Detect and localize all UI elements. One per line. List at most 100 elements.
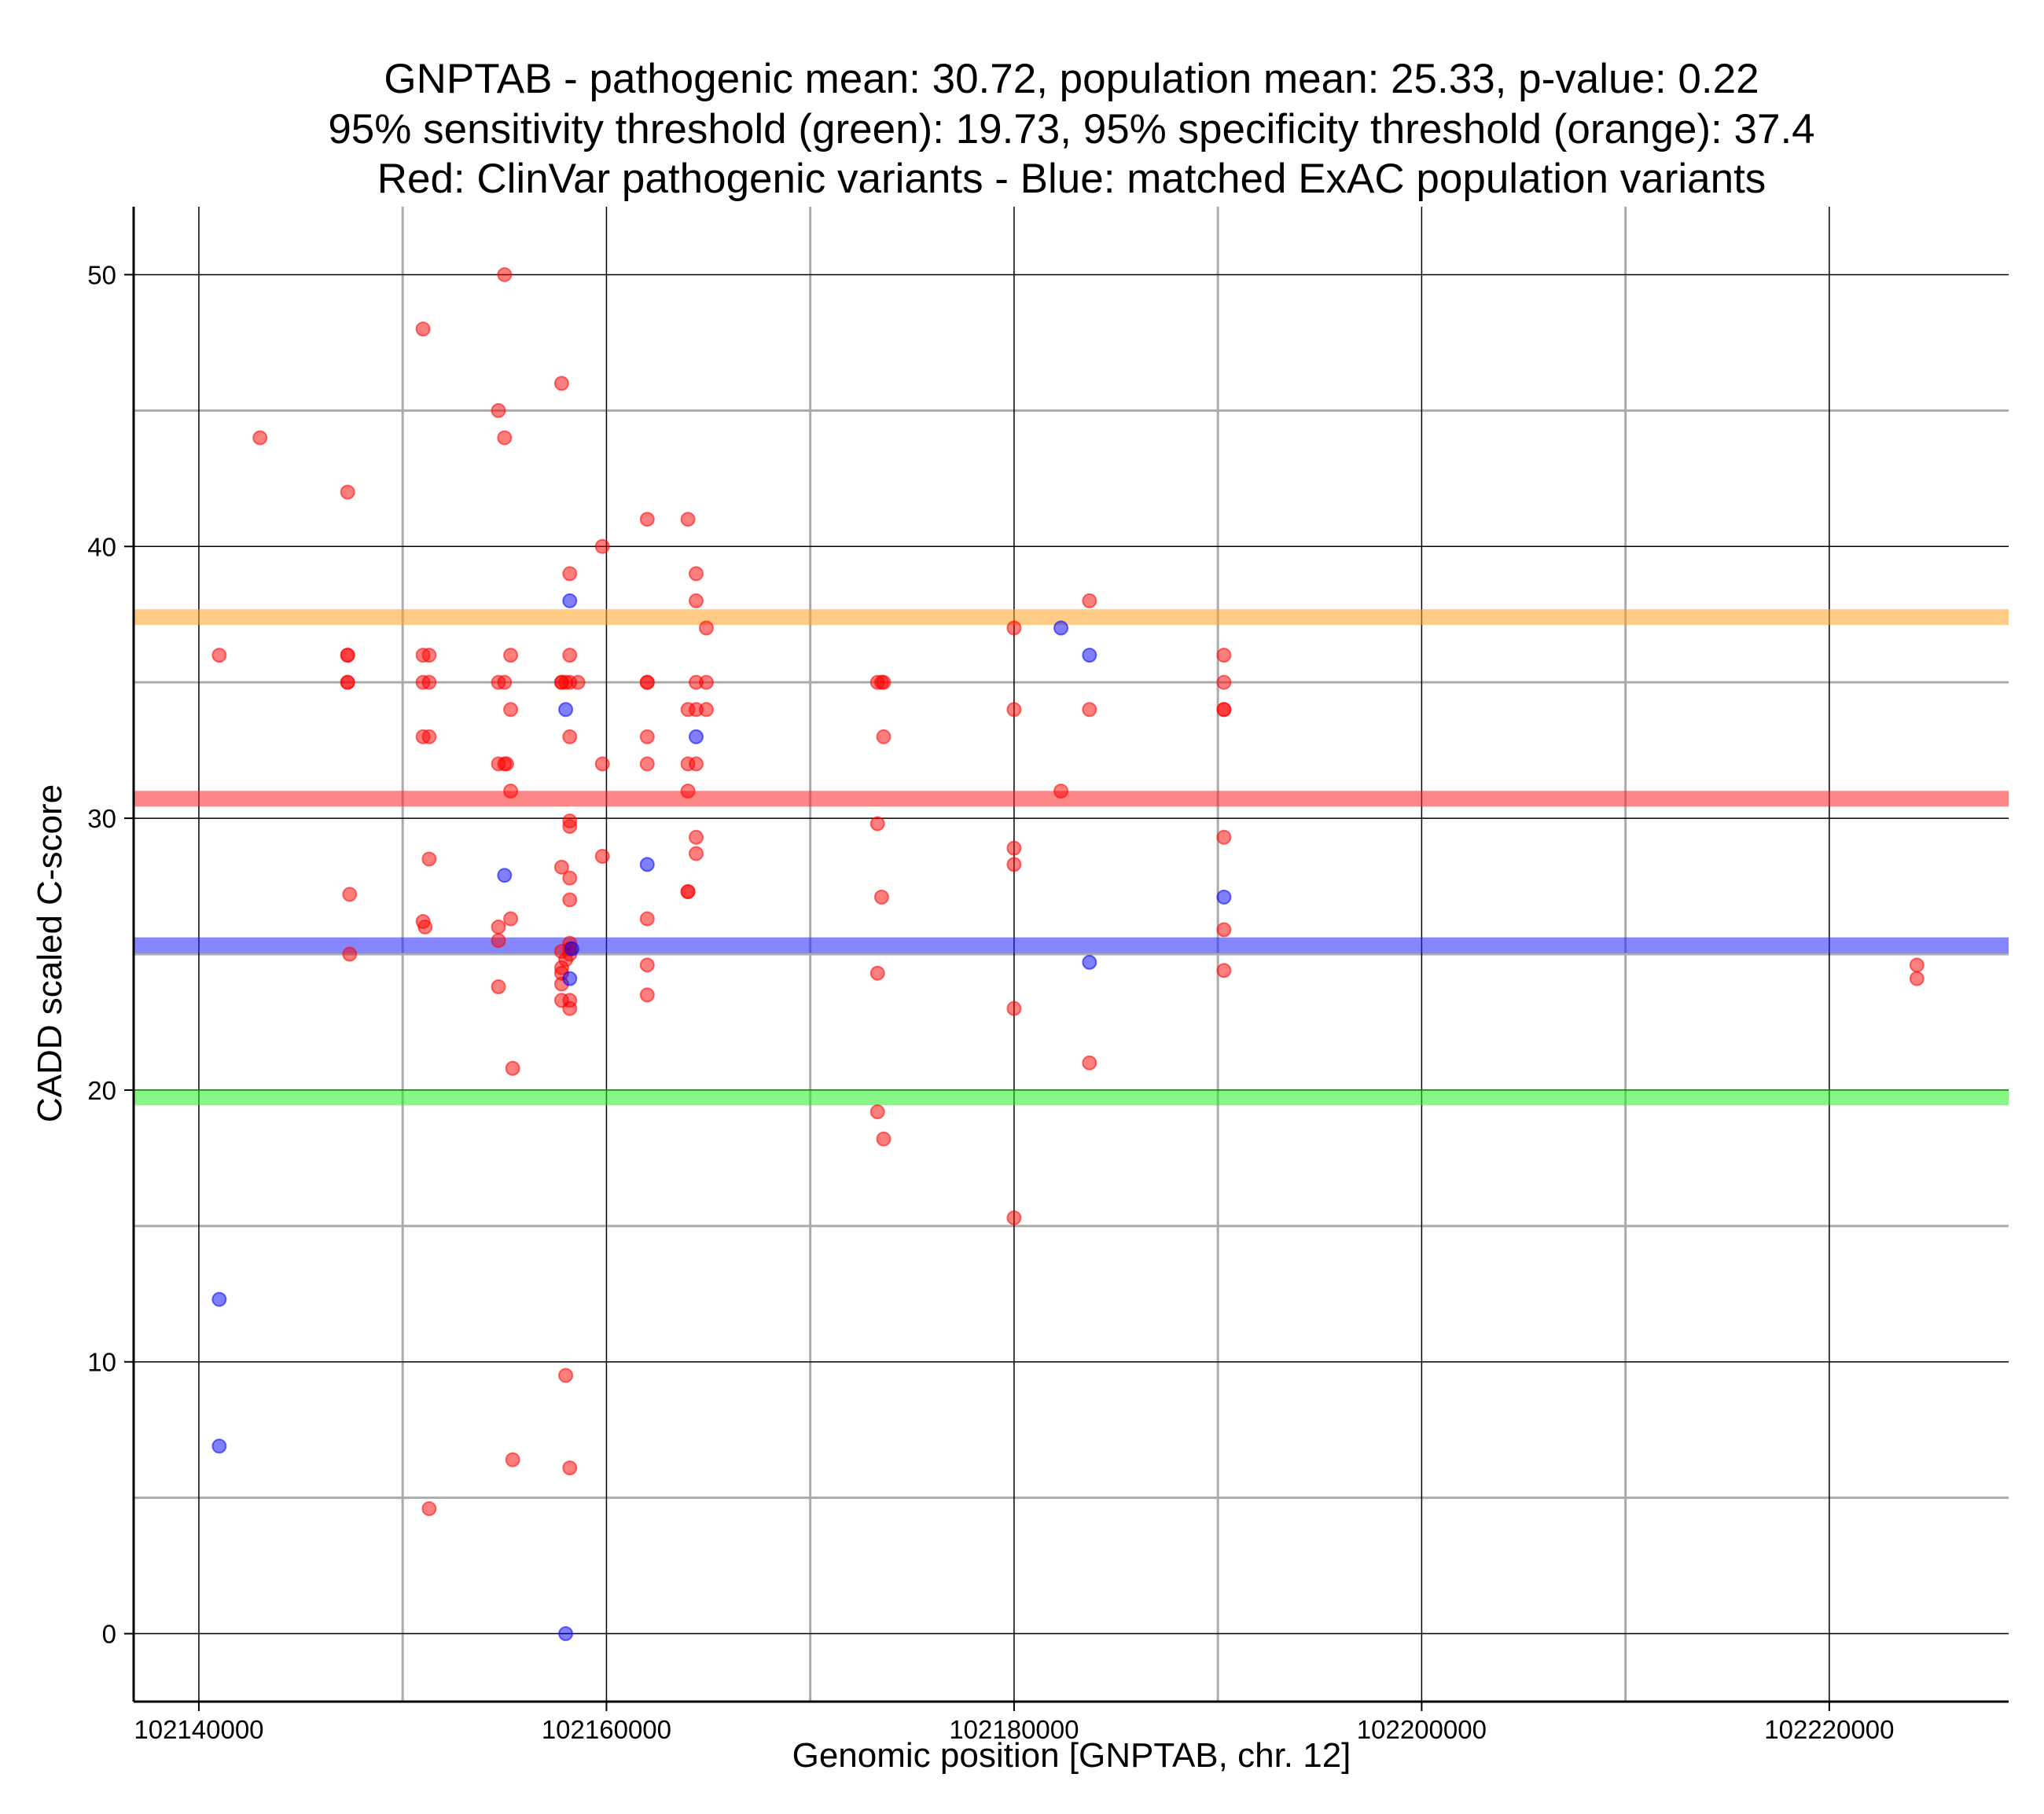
pathogenic-point [415, 321, 431, 337]
pathogenic-point [869, 965, 885, 981]
pathogenic-point [1082, 1055, 1097, 1070]
pathogenic-point [421, 648, 437, 663]
population-point [497, 868, 513, 883]
pathogenic-point [639, 957, 655, 973]
pathogenic-point [698, 702, 714, 718]
y-axis-label: CADD scaled C-score [31, 784, 69, 1122]
pathogenic-point [497, 266, 513, 282]
pathogenic-point [562, 892, 578, 908]
pathogenic-point [491, 979, 506, 994]
pathogenic-point [639, 911, 655, 927]
population-point [211, 1291, 227, 1307]
pathogenic-point [869, 1104, 885, 1120]
pathogenic-point [211, 648, 227, 663]
pathogenic-point [497, 674, 513, 690]
population-point [689, 729, 704, 744]
pathogenic-series [211, 266, 1925, 1516]
pathogenic-point [680, 883, 696, 899]
pathogenic-point [1006, 857, 1022, 872]
pathogenic-point [252, 430, 268, 446]
pathogenic-point [594, 849, 610, 865]
minor-gridlines [134, 207, 2009, 1702]
title-line-1: GNPTAB - pathogenic mean: 30.72, populat… [384, 56, 1759, 102]
y-tick-label: 30 [87, 804, 116, 833]
pathogenic-point [497, 430, 513, 446]
pathogenic-point [342, 946, 358, 962]
data-points [211, 266, 1925, 1642]
pathogenic-point [1082, 702, 1097, 718]
pathogenic-point [421, 851, 437, 867]
pathogenic-point [594, 756, 610, 772]
pathogenic-point [505, 1060, 520, 1076]
population-point [562, 593, 578, 608]
pathogenic-point [491, 402, 506, 418]
pathogenic-point [340, 648, 355, 663]
pathogenic-point [689, 593, 704, 608]
pathogenic-point [562, 648, 578, 663]
pathogenic-point [639, 987, 655, 1003]
population-point [1216, 889, 1232, 905]
pathogenic-point [421, 729, 437, 744]
pathogenic-point [639, 756, 655, 772]
pathogenic-point [689, 829, 704, 845]
pathogenic-point [562, 870, 578, 886]
y-axis-ticks: 0 10 20 30 40 50 [87, 260, 134, 1649]
x-tick-label: 102220000 [1764, 1715, 1894, 1744]
population-point [562, 971, 578, 986]
pathogenic-point [562, 1001, 578, 1016]
pathogenic-point [562, 1460, 578, 1476]
pathogenic-point [876, 1131, 891, 1147]
pathogenic-point [503, 784, 519, 799]
population-point [1082, 648, 1097, 663]
pathogenic-point [1006, 1001, 1022, 1016]
pathogenic-point [498, 756, 514, 772]
pathogenic-point [680, 512, 696, 527]
y-tick-label: 10 [87, 1348, 116, 1377]
pathogenic-point [1082, 593, 1097, 608]
x-tick-label: 102180000 [949, 1715, 1079, 1744]
pathogenic-point [1216, 922, 1232, 938]
pathogenic-point [698, 674, 714, 690]
x-axis-label: Genomic position [GNPTAB, chr. 12] [792, 1736, 1351, 1775]
pathogenic-point [698, 620, 714, 636]
y-tick-label: 50 [87, 260, 116, 289]
pathogenic-point [639, 674, 655, 690]
pathogenic-point [1006, 702, 1022, 718]
pathogenic-point [1216, 702, 1232, 718]
population-point [1082, 954, 1097, 970]
population-point [211, 1438, 227, 1454]
pathogenic-point [340, 484, 355, 500]
pathogenic-point [639, 729, 655, 744]
x-tick-label: 102140000 [134, 1715, 263, 1744]
pathogenic-point [1006, 620, 1022, 636]
pathogenic-point [689, 756, 704, 772]
population-point [1053, 620, 1069, 636]
x-tick-label: 102160000 [542, 1715, 671, 1744]
pathogenic-point [1216, 674, 1232, 690]
pathogenic-point [417, 919, 433, 935]
pathogenic-point [342, 887, 358, 902]
pathogenic-point [562, 813, 578, 829]
chart-title: GNPTAB - pathogenic mean: 30.72, populat… [328, 56, 1814, 202]
title-line-2: 95% sensitivity threshold (green): 19.73… [328, 106, 1814, 152]
threshold-lines [134, 609, 2009, 1106]
x-tick-label: 102200000 [1357, 1715, 1487, 1744]
pathogenic-point [505, 1452, 520, 1467]
pathogenic-point [873, 889, 889, 905]
pathogenic-point [491, 919, 506, 935]
pathogenic-point [594, 538, 610, 554]
pathogenic-point [570, 674, 586, 690]
pathogenic-point [680, 784, 696, 799]
pathogenic-point [1909, 971, 1925, 986]
pathogenic-point [562, 566, 578, 582]
pathogenic-point [553, 859, 569, 875]
y-tick-label: 20 [87, 1076, 116, 1105]
x-axis-ticks: 102140000 102160000 102180000 102200000 1022… [134, 1702, 1894, 1744]
population-point [558, 702, 574, 718]
title-line-3: Red: ClinVar pathogenic variants - Blue:… [377, 156, 1766, 202]
y-tick-label: 40 [87, 532, 116, 561]
pathogenic-point [340, 674, 355, 690]
population-point [558, 1626, 574, 1642]
population-point [564, 941, 579, 957]
